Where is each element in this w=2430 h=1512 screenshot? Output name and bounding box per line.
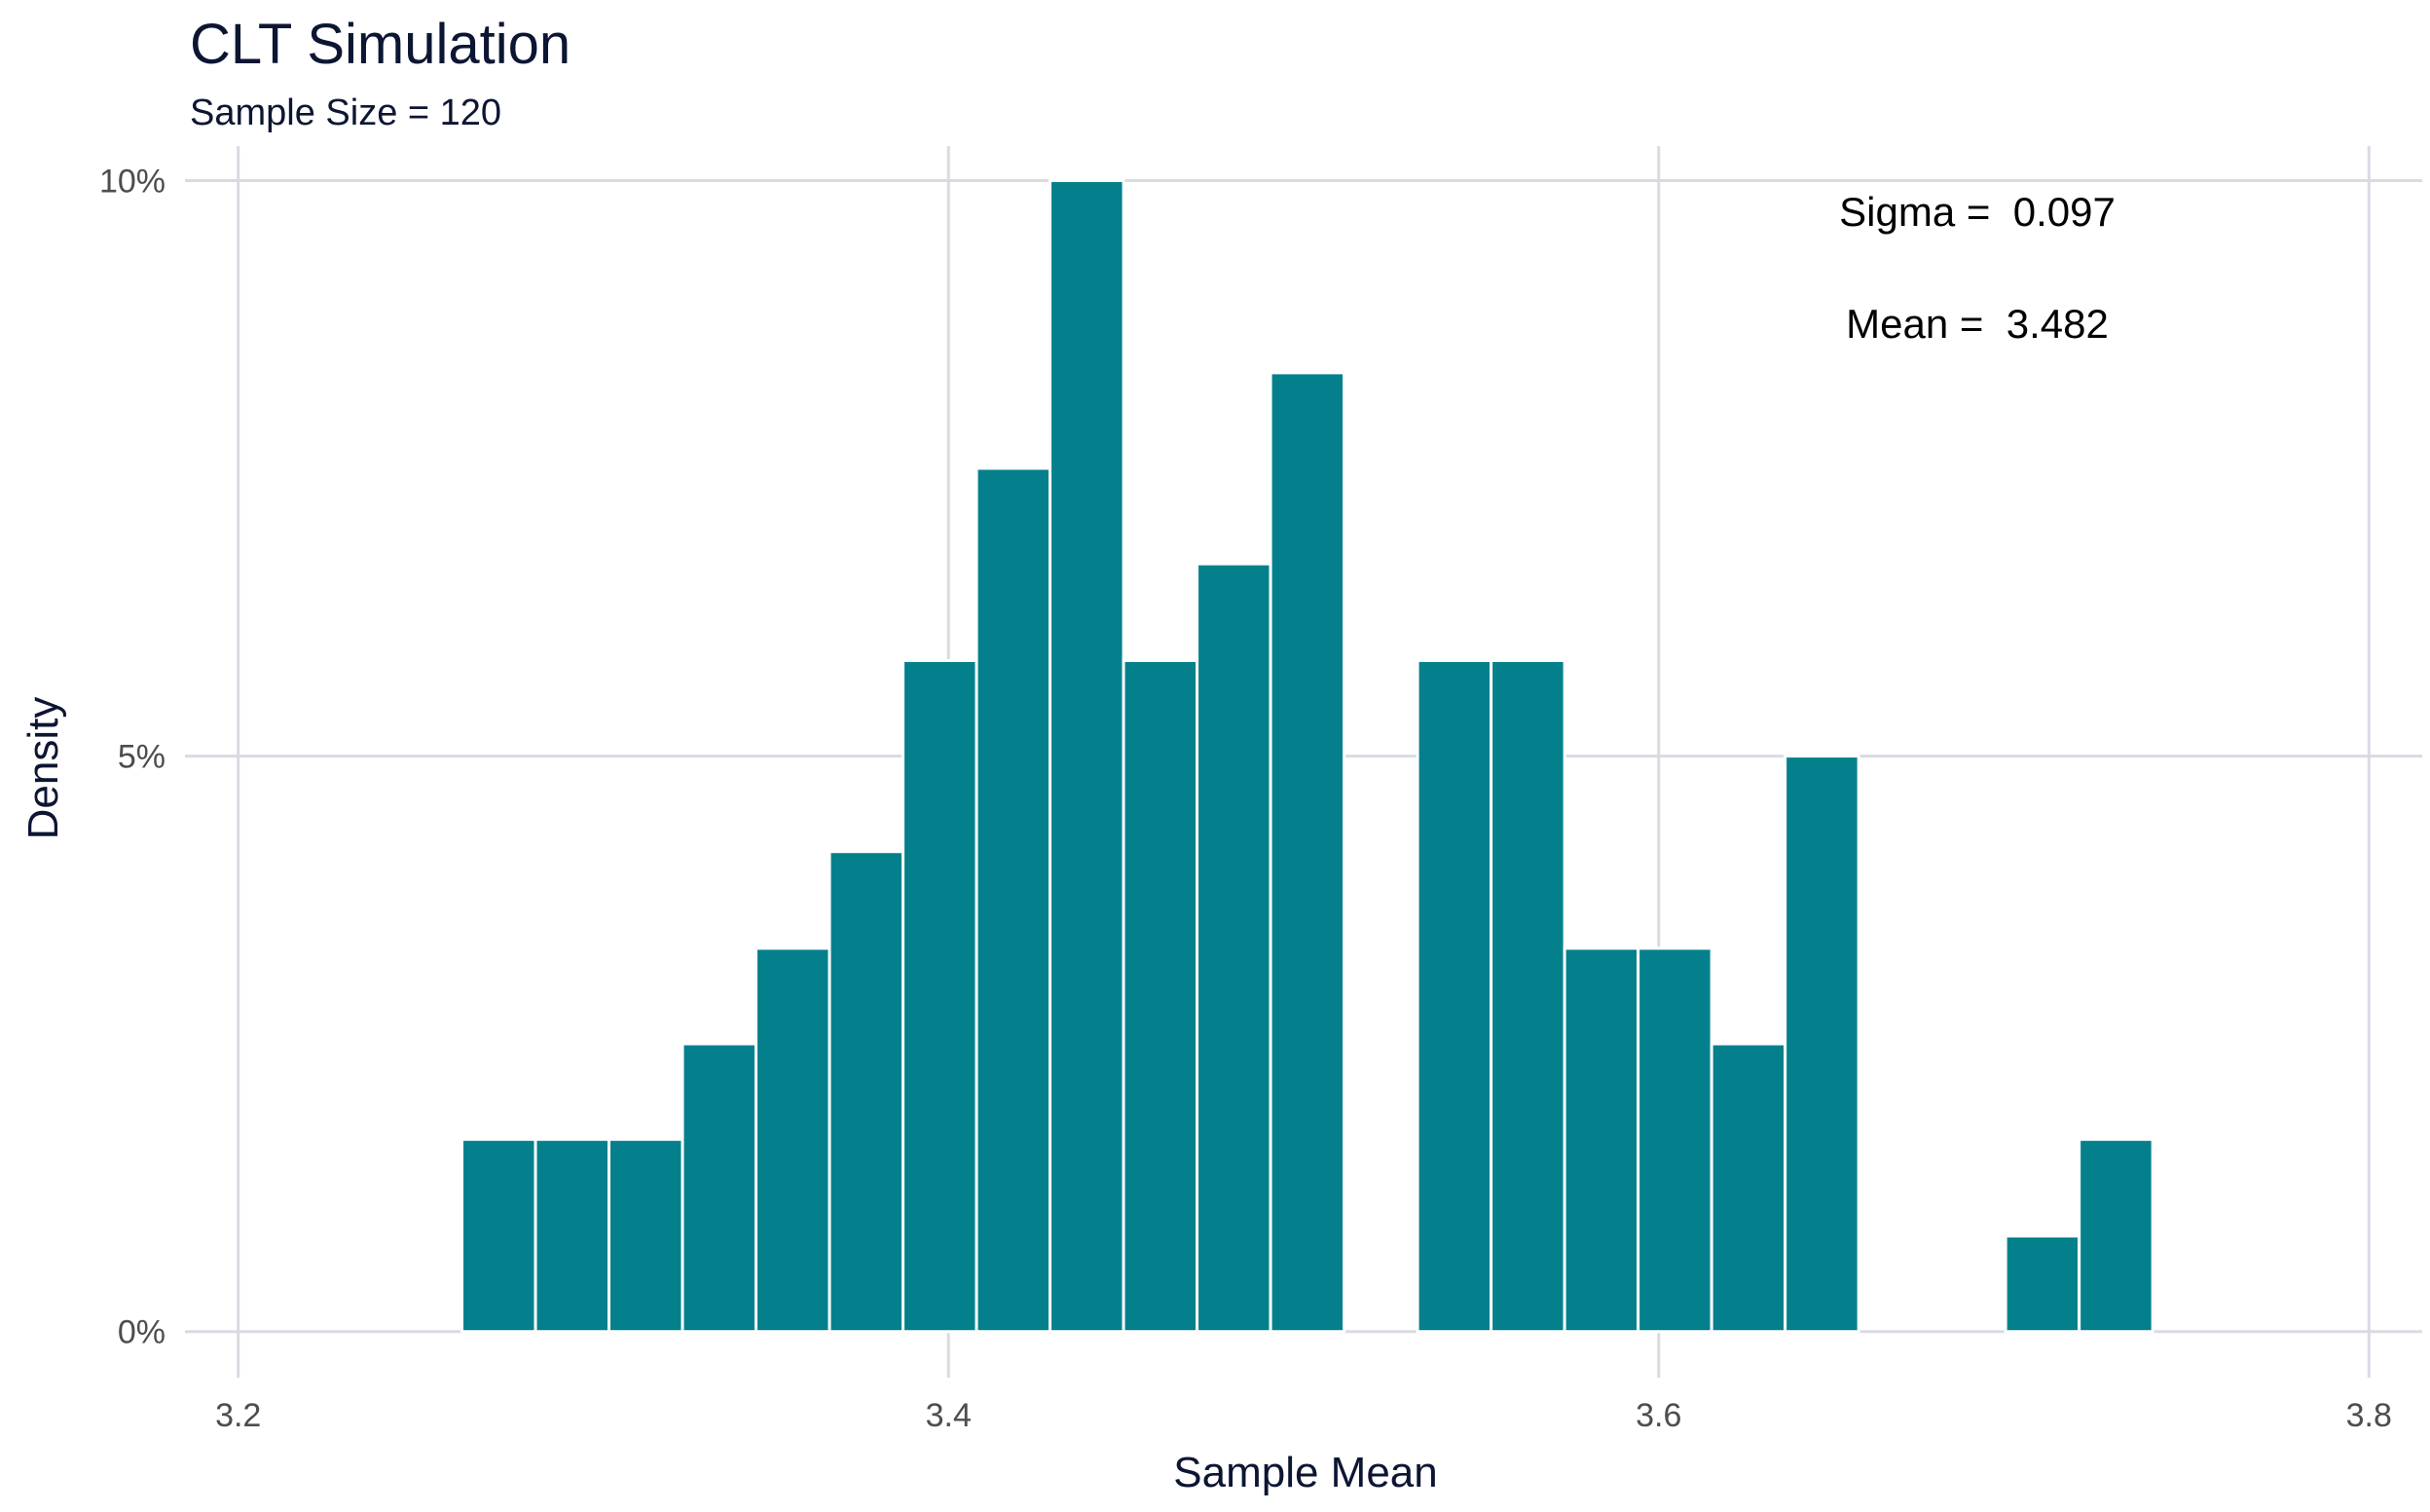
y-tick-label: 0% (118, 1314, 166, 1351)
histogram-bar (2004, 1235, 2081, 1334)
chart-title: CLT Simulation (190, 13, 571, 76)
histogram-bar (1563, 946, 1640, 1334)
x-tick-label: 3.6 (1636, 1397, 1681, 1434)
histogram-bar (1637, 946, 1713, 1334)
y-axis-title: Density (19, 697, 67, 840)
histogram-bar (460, 1137, 537, 1334)
x-axis-ticks: 3.2 3.4 3.6 3.8 (215, 1397, 2392, 1434)
histogram-bar (902, 658, 978, 1334)
mean-annotation: Mean = 3.482 (1846, 301, 2109, 347)
histogram-bar (1710, 1042, 1787, 1334)
histogram-bar (2078, 1137, 2154, 1334)
x-tick-label: 3.8 (2346, 1397, 2392, 1434)
x-axis-title: Sample Mean (1173, 1449, 1437, 1496)
histogram-bar (828, 850, 905, 1334)
x-tick-label: 3.4 (926, 1397, 972, 1434)
histogram-bar (1416, 658, 1493, 1334)
y-tick-label: 5% (118, 739, 166, 776)
histogram-bar (975, 466, 1052, 1334)
x-tick-label: 3.2 (215, 1397, 261, 1434)
sigma-annotation: Sigma = 0.097 (1839, 189, 2116, 235)
chart-subtitle: Sample Size = 120 (190, 92, 501, 133)
histogram-bar (1784, 755, 1860, 1334)
histogram-bar (1049, 178, 1125, 1334)
histogram-bar (534, 1137, 611, 1334)
histogram-bar (1269, 371, 1346, 1334)
histogram-bar (1490, 658, 1566, 1334)
histogram-bars (460, 178, 2154, 1334)
histogram-bar (755, 946, 831, 1334)
histogram-bar (1196, 562, 1272, 1334)
y-tick-label: 10% (99, 163, 166, 200)
y-axis-ticks: 0% 5% 10% (99, 163, 166, 1350)
histogram-bar (1122, 658, 1199, 1334)
histogram-bar (681, 1042, 758, 1334)
histogram-bar (608, 1137, 684, 1334)
